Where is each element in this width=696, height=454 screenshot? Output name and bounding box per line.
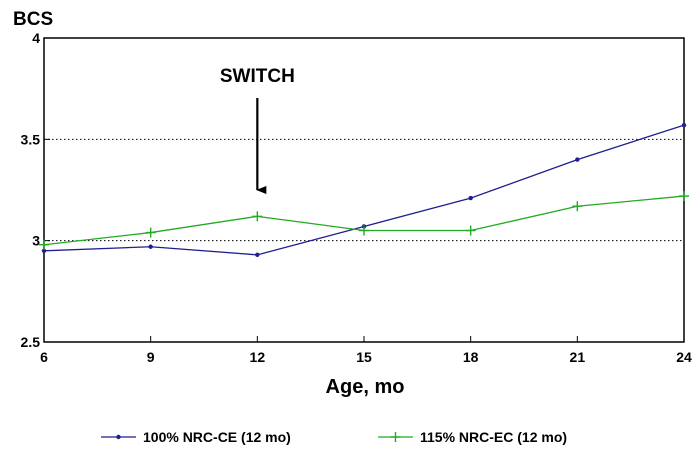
y-axis-label: BCS xyxy=(13,9,53,30)
y-tick-label: 4 xyxy=(32,30,40,46)
data-point xyxy=(255,252,260,258)
switch-annotation: SWITCH xyxy=(220,66,295,87)
series xyxy=(39,122,689,258)
data-point xyxy=(465,225,476,236)
x-tick-label: 12 xyxy=(250,349,266,365)
y-tick-label: 2.5 xyxy=(21,334,41,350)
y-tick-label: 3.5 xyxy=(21,131,41,147)
legend-label: 115% NRC-EC (12 mo) xyxy=(420,429,567,445)
data-point xyxy=(679,191,689,202)
plot-border xyxy=(43,37,685,343)
y-tick-label: 3 xyxy=(32,233,40,249)
x-tick-label: 6 xyxy=(40,349,48,365)
x-tick-label: 9 xyxy=(147,349,155,365)
data-point xyxy=(575,157,580,162)
legend-item: 115% NRC-EC (12 mo) xyxy=(378,429,567,445)
y-ticks: 2.5 3 3.5 4 xyxy=(21,30,50,350)
x-tick-label: 21 xyxy=(570,349,586,365)
data-point xyxy=(145,227,156,238)
data-point xyxy=(148,244,153,249)
data-point xyxy=(39,239,49,250)
legend-dot xyxy=(116,434,121,440)
legend-label: 100% NRC-CE (12 mo) xyxy=(143,429,291,445)
annotation: SWITCH xyxy=(220,66,295,194)
x-tick-label: 15 xyxy=(356,349,372,365)
data-point xyxy=(41,248,47,253)
series-line xyxy=(43,195,685,246)
data-point xyxy=(468,195,473,201)
x-axis-label: Age, mo xyxy=(326,376,405,398)
x-tick-label: 24 xyxy=(676,349,692,365)
legend: 100% NRC-CE (12 mo) 115% NRC-EC (12 mo) xyxy=(101,429,567,445)
gridlines xyxy=(44,138,684,242)
x-ticks: 6 9 12 15 18 21 24 xyxy=(40,336,692,365)
legend-item: 100% NRC-CE (12 mo) xyxy=(101,429,291,445)
data-point xyxy=(359,225,369,236)
data-point xyxy=(681,122,687,128)
data-point xyxy=(252,211,263,222)
x-tick-label: 18 xyxy=(463,349,479,365)
data-point xyxy=(572,201,583,212)
plot-frame xyxy=(43,37,685,343)
